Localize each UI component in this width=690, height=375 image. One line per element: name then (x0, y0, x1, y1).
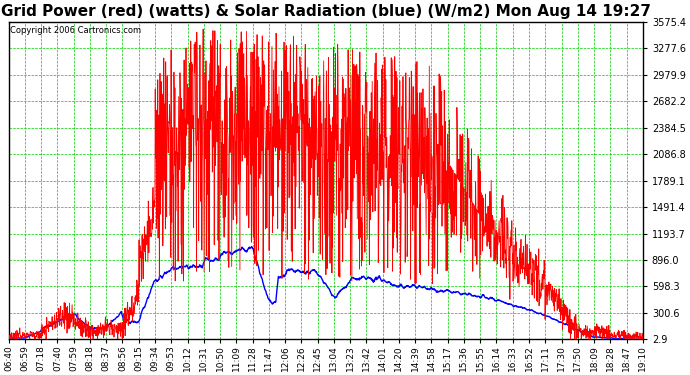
Title: Grid Power (red) (watts) & Solar Radiation (blue) (W/m2) Mon Aug 14 19:27: Grid Power (red) (watts) & Solar Radiati… (1, 4, 651, 19)
Text: Copyright 2006 Cartronics.com: Copyright 2006 Cartronics.com (10, 27, 141, 36)
